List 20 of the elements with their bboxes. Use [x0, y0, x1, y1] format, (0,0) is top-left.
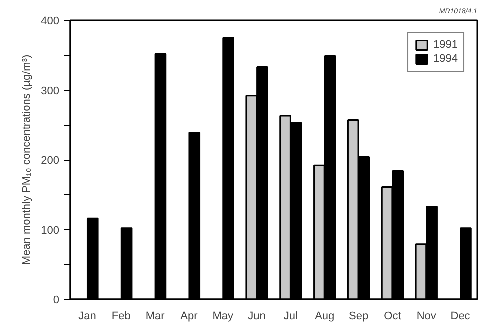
x-tick-label: Sep [349, 310, 369, 322]
y-tick-label: 300 [41, 85, 60, 98]
x-tick-label: Mar [146, 310, 166, 322]
legend-label: 1994 [434, 53, 458, 65]
x-tick-label: Jul [284, 310, 298, 322]
x-tick-label: Oct [384, 310, 402, 322]
x-tick-label: Nov [416, 310, 437, 322]
y-tick-label: 400 [41, 16, 60, 28]
y-tick-label: 0 [53, 294, 60, 306]
x-tick-label: Jun [248, 310, 266, 322]
x-tick-label: Aug [315, 310, 335, 322]
y-tick-label: 100 [41, 224, 60, 237]
x-tick-label: Dec [450, 310, 471, 322]
x-tick-label: May [212, 310, 234, 322]
legend-label: 1991 [434, 39, 458, 51]
x-tick-label: Feb [112, 310, 131, 322]
x-tick-label: Apr [180, 310, 198, 322]
x-tick-label: Jan [78, 310, 96, 322]
y-axis-title: Mean monthly PM₁₀ concentrations (µg/m³) [21, 54, 34, 266]
y-tick-label: 200 [41, 155, 60, 167]
